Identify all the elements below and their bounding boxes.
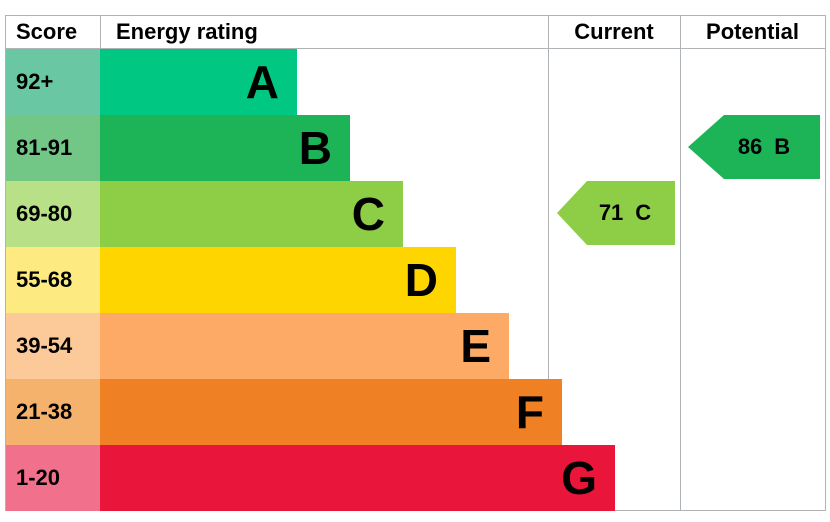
band-rows: 92+ A 81-91 B 69-80 C 55-68 [6,49,825,511]
rating-bar-b: B [100,115,350,181]
header-separator-line [6,48,825,49]
current-score-value: 71 [598,200,624,225]
score-range-d: 55-68 [6,247,100,313]
band-row-b: 81-91 B [6,115,825,181]
header-score: Score [16,19,78,44]
potential-score-value: 86 [737,134,763,159]
grade-letter-d: D [404,254,438,306]
band-row-f: 21-38 F [6,379,825,445]
rating-bar-d: D [100,247,456,313]
rating-bar-c: C [100,181,403,247]
rating-bar-e: E [100,313,509,379]
score-range-e: 39-54 [6,313,100,379]
rating-bar-a: A [100,49,297,115]
band-row-g: 1-20 G [6,445,825,511]
divider-energy-current [548,16,549,510]
header-energy-rating: Energy rating [116,19,258,44]
band-row-a: 92+ A [6,49,825,115]
score-range-f: 21-38 [6,379,100,445]
epc-table: Score Energy rating Current Potential 92… [5,15,826,511]
current-grade-letter: C [635,200,652,225]
divider-current-potential [680,16,681,510]
potential-grade-letter: B [774,134,791,159]
grade-letter-f: F [515,386,544,438]
band-row-d: 55-68 D [6,247,825,313]
score-range-g: 1-20 [6,445,100,511]
grade-letter-g: G [561,452,597,504]
score-range-a: 92+ [6,49,100,115]
grade-letter-a: A [245,56,279,108]
score-range-c: 69-80 [6,181,100,247]
rating-bar-f: F [100,379,562,445]
band-row-c: 69-80 C [6,181,825,247]
grade-letter-e: E [460,320,491,372]
header-current: Current [574,19,654,44]
band-row-e: 39-54 E [6,313,825,379]
grade-letter-b: B [298,122,332,174]
divider-score-energy [100,16,101,48]
header-potential: Potential [706,19,799,44]
rating-bar-g: G [100,445,615,511]
grade-letter-c: C [351,188,385,240]
score-range-b: 81-91 [6,115,100,181]
